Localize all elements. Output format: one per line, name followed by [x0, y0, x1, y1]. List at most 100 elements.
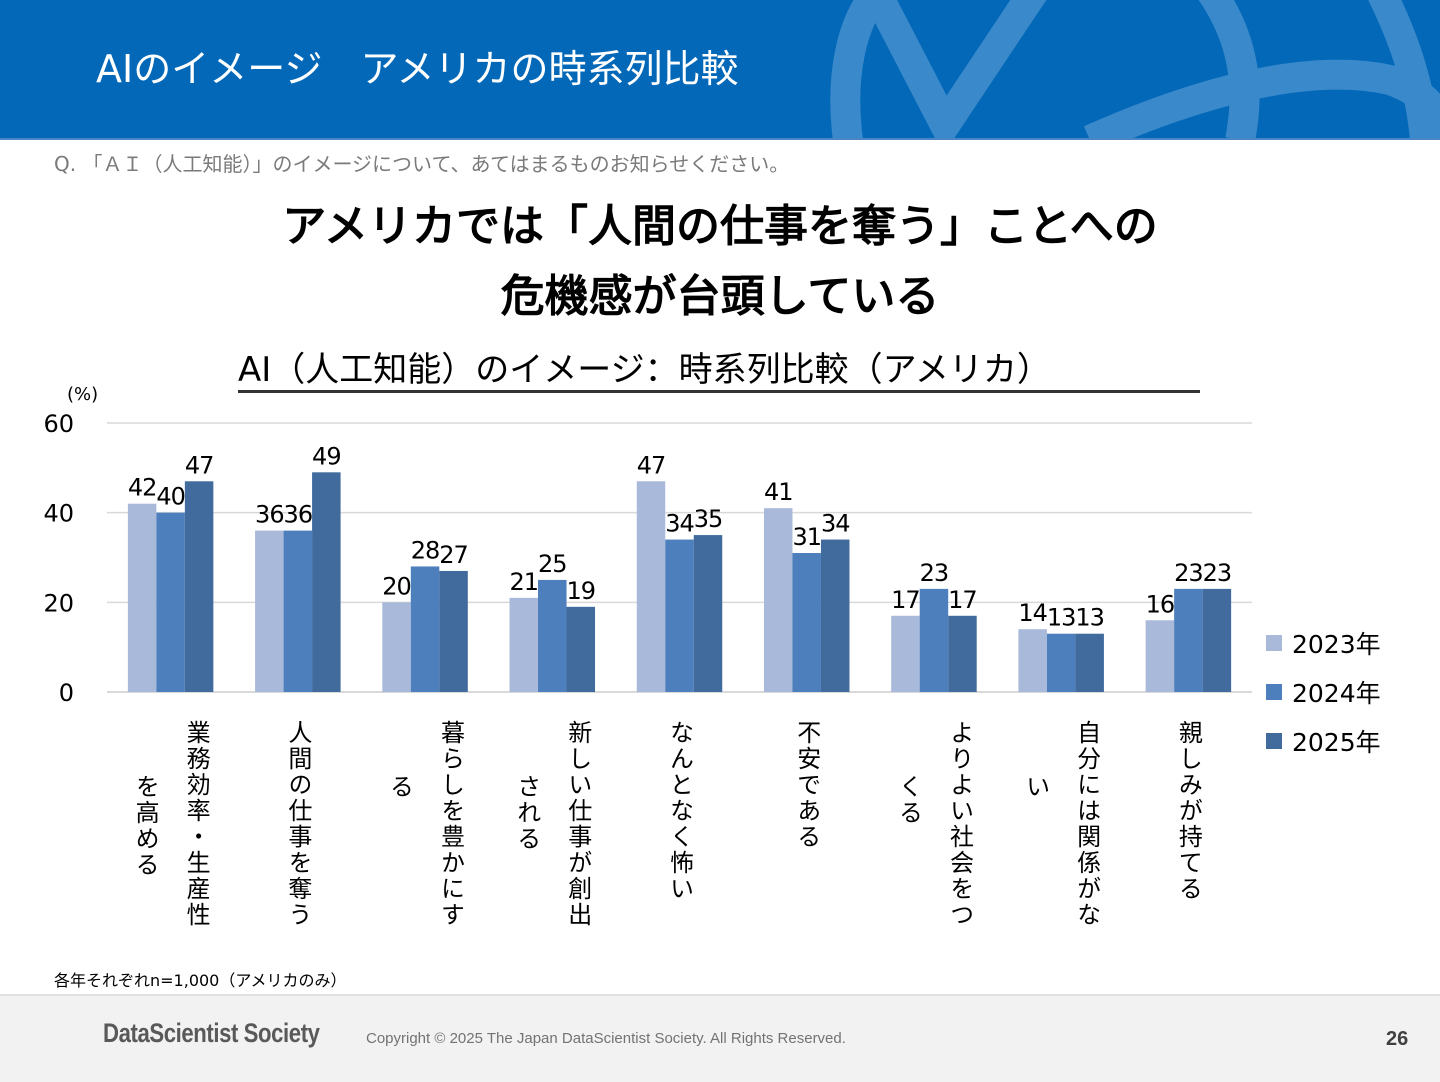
x-axis-label: る [385, 774, 414, 800]
bar-2025年-1 [312, 472, 341, 692]
slide-title: AIのイメージ アメリカの時系列比較 [96, 47, 739, 91]
data-label: 13 [1075, 604, 1104, 632]
legend-swatch [1266, 634, 1282, 651]
x-axis-label: 新しい仕事が創出 [563, 720, 592, 928]
x-axis-label: 不安である [792, 720, 821, 850]
data-label: 36 [284, 501, 313, 529]
data-label: 17 [891, 586, 920, 614]
x-axis-label: よりよい社会をつ [945, 720, 974, 928]
bar-2024年-0 [156, 512, 185, 692]
bar-2024年-1 [283, 530, 313, 692]
legend-item: 2024年 [1266, 667, 1381, 716]
data-label: 14 [1018, 599, 1047, 627]
bar-2024年-6 [919, 588, 949, 692]
data-label: 21 [510, 568, 539, 596]
data-label: 25 [538, 550, 567, 578]
slide-header: AIのイメージ アメリカの時系列比較 [0, 0, 1440, 140]
data-label: 35 [694, 505, 723, 533]
bar-2023年-5 [763, 508, 793, 692]
bar-2024年-5 [792, 553, 821, 692]
data-label: 23 [1174, 559, 1203, 587]
bar-2024年-3 [538, 579, 567, 692]
bar-2024年-8 [1174, 588, 1203, 692]
y-tick-label: 0 [59, 679, 74, 707]
x-axis-label: 親しみが持てる [1174, 720, 1203, 902]
copyright-text: Copyright © 2025 The Japan DataScientist… [366, 1030, 846, 1047]
data-label: 42 [128, 474, 157, 502]
x-axis-label: なんとなく怖い [665, 720, 694, 902]
legend-label: 2025年 [1292, 727, 1381, 757]
data-label: 20 [382, 572, 411, 600]
y-tick-label: 60 [43, 410, 74, 438]
legend-swatch [1266, 683, 1282, 700]
bar-2025年-2 [439, 570, 468, 692]
page-number: 26 [1386, 1028, 1409, 1050]
data-label: 40 [156, 483, 185, 511]
gridlines [107, 422, 1252, 693]
x-axis-label: 暮らしを豊かにす [436, 720, 465, 928]
headline-line-1: アメリカでは「人間の仕事を奪う」ことへの [282, 201, 1158, 252]
data-label: 36 [255, 501, 284, 529]
bar-2025年-8 [1202, 588, 1232, 692]
headline-line-2: 危機感が台頭している [500, 271, 940, 322]
x-axis-label: くる [894, 774, 923, 826]
bar-2025年-0 [184, 481, 214, 692]
legend-label: 2023年 [1292, 629, 1381, 659]
data-label: 28 [411, 536, 440, 564]
bar-2025年-7 [1075, 633, 1104, 692]
header-decoration [830, 0, 1440, 138]
x-axis-label: 業務効率・生産性 [182, 720, 211, 928]
y-axis-unit-label: (%) [67, 384, 98, 405]
data-label: 23 [920, 559, 949, 587]
bar-2024年-4 [665, 539, 694, 692]
x-axis-label: 人間の仕事を奪う [283, 720, 312, 928]
bar-2023年-7 [1018, 629, 1047, 692]
bar-2025年-4 [693, 535, 723, 692]
data-label: 34 [665, 510, 694, 538]
legend-label: 2024年 [1292, 678, 1381, 708]
sample-size-footnote: 各年それぞれn=1,000（アメリカのみ） [54, 971, 347, 990]
data-label: 31 [792, 523, 821, 551]
data-label: 47 [185, 451, 214, 479]
bar-2023年-4 [636, 481, 666, 692]
data-label: 41 [764, 478, 793, 506]
data-label: 34 [821, 510, 850, 538]
bar-2025年-3 [566, 606, 596, 692]
y-tick-label: 20 [43, 589, 74, 617]
bar-chart: (%) 0 20 40 60 42 36 20 21 47 41 17 14 16 40 36 28 25 34… [43, 384, 1252, 707]
data-label: 17 [948, 586, 977, 614]
x-axis-label: される [512, 774, 541, 852]
bar-2023年-0 [127, 503, 157, 692]
bar-2023年-1 [255, 530, 284, 692]
data-label: 23 [1203, 559, 1232, 587]
chart-title: AI（人工知能）のイメージ：時系列比較（アメリカ） [238, 350, 1200, 393]
data-label: 47 [637, 451, 666, 479]
bar-2023年-3 [509, 597, 539, 692]
survey-question: Q. 「ＡＩ（人工知能）」のイメージについて、あてはまるものお知らせください。 [54, 152, 790, 176]
bar-2025年-5 [820, 539, 850, 692]
y-tick-label: 40 [43, 500, 74, 528]
data-label: 27 [439, 541, 468, 569]
bar-2024年-2 [410, 566, 440, 692]
legend-swatch [1266, 732, 1282, 749]
data-label: 19 [567, 577, 596, 605]
y-axis-ticks: 0 20 40 60 [43, 410, 74, 707]
legend-item: 2023年 [1266, 618, 1381, 667]
x-axis-label: 自分には関係がな [1072, 720, 1101, 928]
slide-footer: DataScientist Society Copyright © 2025 T… [0, 994, 1440, 1082]
bars [127, 472, 1232, 692]
x-axis-label: を高める [131, 774, 160, 878]
bar-2023年-6 [891, 615, 920, 692]
bar-2024年-7 [1046, 633, 1076, 692]
bar-2023年-8 [1145, 620, 1175, 692]
data-label: 16 [1146, 590, 1175, 618]
data-label: 13 [1047, 604, 1076, 632]
bar-2025年-6 [948, 615, 977, 692]
legend-item: 2025年 [1266, 716, 1381, 765]
x-axis-label: い [1021, 774, 1050, 800]
chart-legend: 2023年 2024年 2025年 [1266, 618, 1381, 765]
data-label: 49 [312, 442, 341, 470]
company-logo: DataScientist Society [103, 1018, 320, 1048]
bar-2023年-2 [382, 602, 411, 692]
